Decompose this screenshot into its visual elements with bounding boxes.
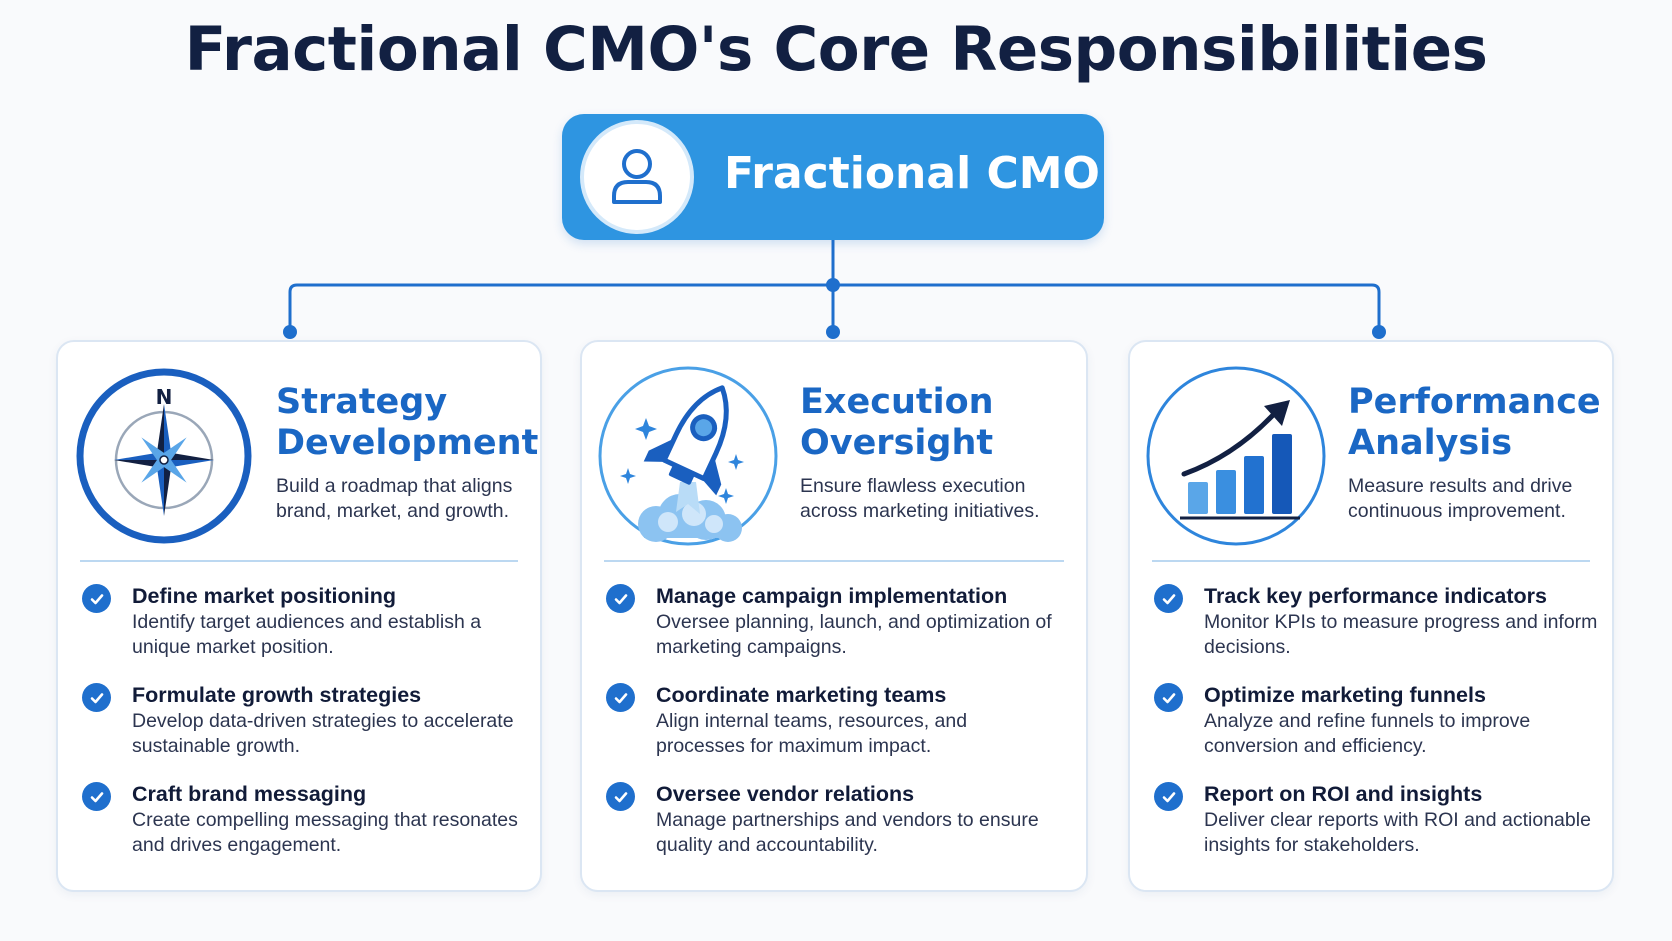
card-title: Strategy Development [276,382,539,463]
card-strategy-development: N Strategy Development Build a [56,340,542,892]
growth-chart-icon [1144,364,1328,548]
item-description: Monitor KPIs to measure progress and inf… [1204,611,1598,658]
check-icon [1154,683,1183,712]
item-description: Manage partnerships and vendors to ensur… [656,809,1039,856]
compass-icon: N [72,364,256,548]
card-divider [80,560,518,562]
connector-dot-left [283,325,297,339]
card-divider [604,560,1064,562]
card-performance-analysis: Performance Analysis Measure results and… [1128,340,1614,892]
check-icon [82,782,111,811]
item-title: Craft brand messaging [132,782,367,806]
list-item: Coordinate marketing teams Align interna… [604,681,1076,780]
card-divider [1152,560,1590,562]
check-icon [1154,584,1183,613]
item-title: Track key performance indicators [1204,584,1547,608]
root-node: Fractional CMO [562,114,1104,240]
root-label: Fractional CMO [724,148,1100,199]
card-title: Execution Oversight [800,382,994,463]
item-description: Identify target audiences and establish … [132,611,482,658]
check-icon [606,683,635,712]
item-description: Analyze and refine funnels to improve co… [1204,710,1531,757]
user-icon [580,120,694,234]
list-item: Optimize marketing funnels Analyze and r… [1152,681,1602,780]
list-item: Manage campaign implementation Oversee p… [604,582,1076,681]
list-item: Track key performance indicators Monitor… [1152,582,1602,681]
connector-dot-middle [826,325,840,339]
item-title: Optimize marketing funnels [1204,683,1486,707]
list-item: Report on ROI and insights Deliver clear… [1152,780,1602,879]
list-item: Define market positioning Identify targe… [80,582,530,681]
responsibility-list: Define market positioning Identify targe… [80,582,530,879]
item-title: Formulate growth strategies [132,683,422,707]
check-icon [1154,782,1183,811]
check-icon [606,782,635,811]
item-description: Align internal teams, resources, and pro… [656,710,968,757]
card-description: Build a roadmap that aligns brand, marke… [276,475,513,522]
connector-dot-center [826,278,840,292]
check-icon [82,683,111,712]
card-execution-oversight: Execution Oversight Ensure flawless exec… [580,340,1088,892]
list-item: Craft brand messaging Create compelling … [80,780,530,879]
item-title: Report on ROI and insights [1204,782,1483,806]
item-description: Deliver clear reports with ROI and actio… [1204,809,1591,856]
check-icon [82,584,111,613]
connector-dot-right [1372,325,1386,339]
item-title: Coordinate marketing teams [656,683,947,707]
responsibility-list: Manage campaign implementation Oversee p… [604,582,1076,879]
list-item: Oversee vendor relations Manage partners… [604,780,1076,879]
item-description: Oversee planning, launch, and optimizati… [656,611,1052,658]
item-description: Create compelling messaging that resonat… [132,809,518,856]
card-title: Performance Analysis [1348,382,1601,463]
item-title: Manage campaign implementation [656,584,1008,608]
item-title: Oversee vendor relations [656,782,915,806]
rocket-icon [596,364,780,548]
page-title: Fractional CMO's Core Responsibilities [184,14,1488,85]
responsibility-list: Track key performance indicators Monitor… [1152,582,1602,879]
item-description: Develop data-driven strategies to accele… [132,710,514,757]
card-description: Measure results and drive continuous imp… [1348,475,1573,522]
compass-north-label: N [156,385,173,409]
item-title: Define market positioning [132,584,397,608]
card-description: Ensure flawless execution across marketi… [800,475,1040,522]
list-item: Formulate growth strategies Develop data… [80,681,530,780]
check-icon [606,584,635,613]
